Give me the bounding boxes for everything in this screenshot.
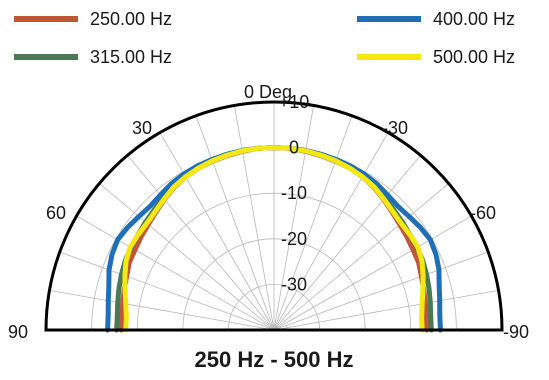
radial-tick-label: -30	[281, 274, 307, 294]
angle-grid-line	[127, 155, 275, 331]
angle-label-neg90: -90	[503, 322, 529, 342]
angle-label-neg30: -30	[382, 118, 408, 138]
angle-grid-line	[195, 115, 275, 331]
angle-grid-line	[99, 183, 275, 331]
angle-label-30: 30	[132, 118, 152, 138]
angle-grid-line	[273, 115, 353, 331]
polar-grid	[46, 102, 502, 331]
angle-label-90: 90	[8, 322, 28, 342]
angle-grid-line	[76, 215, 275, 331]
angle-grid-line	[273, 155, 421, 331]
ring-grid-arc	[182, 238, 366, 331]
angle-grid-line	[273, 132, 389, 331]
angle-label-0: 0 Deg	[244, 82, 292, 102]
angle-label-60: 60	[46, 203, 66, 223]
legend-label-250: 250.00 Hz	[90, 9, 172, 29]
angle-grid-line	[273, 251, 489, 331]
angle-grid-line	[234, 105, 275, 331]
angle-grid-line	[59, 251, 275, 331]
legend-label-400: 400.00 Hz	[433, 9, 515, 29]
radial-tick-label: -10	[281, 183, 307, 203]
angle-label-neg60: -60	[470, 203, 496, 223]
series-line-500-00	[122, 145, 426, 333]
radial-tick-label: 0	[289, 138, 299, 158]
angle-grid-line	[273, 105, 314, 331]
legend-label-500: 500.00 Hz	[433, 47, 515, 67]
angle-grid-line	[273, 183, 449, 331]
radial-tick-label: -20	[281, 229, 307, 249]
outer-boundary	[44, 100, 504, 332]
radial-tick-label: +10	[279, 92, 310, 112]
ring-grid-arc	[136, 192, 412, 331]
angle-grid-line	[49, 290, 275, 331]
angle-grid-line	[273, 215, 472, 331]
angle-grid-line	[273, 290, 499, 331]
radial-tick-labels: +10 0 -10 -20 -30	[279, 92, 310, 294]
ring-grid-arc	[228, 284, 320, 331]
series-group	[105, 145, 443, 333]
angle-grid-line	[159, 132, 275, 331]
legend: 250.00 Hz 315.00 Hz 400.00 Hz 500.00 Hz	[14, 9, 515, 67]
chart-title: 250 Hz - 500 Hz	[195, 347, 354, 372]
legend-label-315: 315.00 Hz	[90, 47, 172, 67]
angle-labels: 90 60 30 0 Deg -30 -60 -90	[8, 82, 529, 342]
